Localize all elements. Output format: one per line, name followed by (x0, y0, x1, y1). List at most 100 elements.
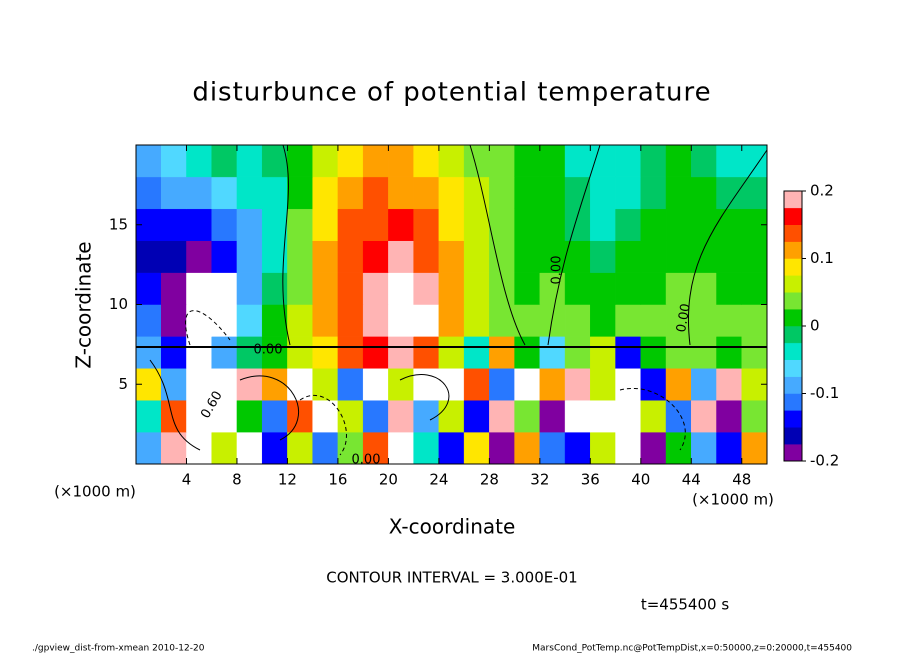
heat-cell (691, 208, 717, 241)
heat-cell (438, 399, 465, 433)
colorbar-swatch (783, 224, 803, 242)
heat-cell (413, 304, 440, 337)
heat-cell (463, 208, 490, 241)
contour-line (299, 388, 686, 456)
heat-cell (590, 431, 616, 465)
heat-cell (388, 399, 414, 433)
heat-cell (640, 399, 667, 433)
heat-cell (388, 208, 414, 241)
heat-cell (337, 368, 364, 401)
heat-cell (438, 208, 465, 241)
heat-cell (236, 304, 263, 337)
colorbar-swatch (783, 376, 803, 394)
heat-cell (463, 272, 490, 305)
heat-cell (261, 144, 288, 178)
heat-cell (287, 208, 313, 241)
heat-cell (312, 399, 339, 433)
heat-cell (741, 176, 768, 210)
heat-cell (615, 368, 642, 401)
heat-cell (539, 431, 566, 465)
heat-cell (489, 176, 515, 210)
heat-cell (413, 240, 440, 273)
heat-cell (514, 208, 541, 241)
heat-cell (287, 240, 313, 273)
chart-title: disturbunce of potential temperature (192, 78, 711, 108)
heat-cell (438, 431, 465, 465)
heat-cell (362, 399, 389, 433)
x-tick-label: 40 (631, 471, 650, 489)
heat-cell (438, 368, 465, 401)
heat-cell (362, 304, 389, 337)
heat-cell (691, 176, 717, 210)
heat-cell (564, 208, 591, 241)
heat-cell (211, 272, 238, 305)
heat-cell (539, 399, 566, 433)
heat-cell (665, 304, 692, 337)
heat-cell (236, 240, 263, 273)
colorbar-swatch (783, 207, 803, 225)
heat-cell (186, 272, 212, 305)
heat-cell (539, 144, 566, 178)
heat-cell (590, 208, 616, 241)
heat-cell (337, 431, 364, 465)
contour-interval: CONTOUR INTERVAL = 3.000E-01 (326, 569, 577, 587)
heat-cell (211, 368, 238, 401)
heat-cell (337, 304, 364, 337)
heat-cell (489, 431, 515, 465)
heat-cell (438, 176, 465, 210)
heat-cell (413, 176, 440, 210)
heat-cell (691, 240, 717, 273)
x-tick-label: 4 (182, 471, 192, 489)
heat-cell (337, 240, 364, 273)
heat-cell (564, 240, 591, 273)
heat-cell (564, 431, 591, 465)
heat-cell (665, 176, 692, 210)
contour-line (149, 359, 450, 451)
heat-cell (160, 336, 187, 369)
heat-cell (211, 431, 238, 465)
heat-cell (514, 431, 541, 465)
heat-cell (388, 144, 414, 178)
heat-cell (337, 272, 364, 305)
heat-cell (716, 240, 743, 273)
colorbar-swatch (783, 190, 803, 209)
heat-cell (615, 176, 642, 210)
colorbar-swatch (783, 308, 803, 327)
heat-cell (362, 144, 389, 178)
x-tick-label: 16 (328, 471, 347, 489)
heat-cell (615, 304, 642, 337)
heat-cell (716, 144, 743, 178)
heat-cell (287, 368, 313, 401)
heat-cell (564, 399, 591, 433)
heat-cell (312, 336, 339, 369)
heat-cell (388, 336, 414, 369)
heat-cell (514, 144, 541, 178)
heat-cell (160, 176, 187, 210)
heat-cell (388, 176, 414, 210)
heat-cell (564, 144, 591, 178)
heat-cell (312, 176, 339, 210)
heat-cell (463, 399, 490, 433)
heat-cell (413, 368, 440, 401)
y-tick-label: 5 (118, 375, 128, 393)
x-tick-label: 36 (581, 471, 600, 489)
heat-cell (615, 272, 642, 305)
heat-cell (312, 272, 339, 305)
heat-cell (135, 240, 162, 273)
heat-cell (135, 272, 162, 305)
heat-cell (211, 176, 238, 210)
heat-cell (514, 240, 541, 273)
heat-cell (741, 240, 768, 273)
heat-cell (236, 399, 263, 433)
heat-cell (590, 176, 616, 210)
heat-cell (691, 399, 717, 433)
heat-cell (186, 144, 212, 178)
heat-cell (590, 240, 616, 273)
heat-cell (665, 399, 692, 433)
heat-cell (186, 304, 212, 337)
heat-cell (362, 368, 389, 401)
heat-cell (640, 176, 667, 210)
heat-cell (261, 304, 288, 337)
